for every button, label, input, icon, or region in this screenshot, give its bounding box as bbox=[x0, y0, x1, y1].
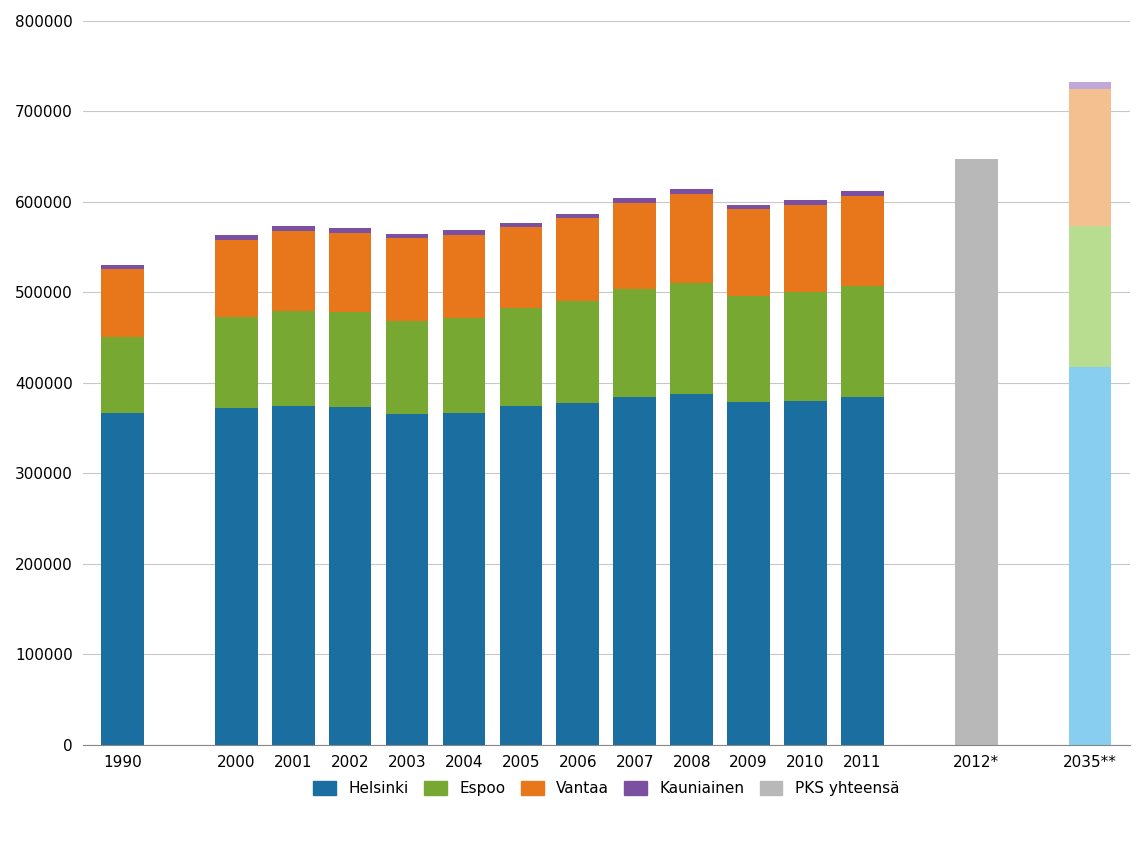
Bar bbox=[842, 397, 884, 745]
Bar bbox=[329, 313, 371, 408]
Bar bbox=[271, 312, 315, 405]
Bar bbox=[1068, 81, 1112, 89]
Bar bbox=[101, 265, 144, 269]
Bar bbox=[101, 337, 144, 413]
Bar bbox=[614, 199, 656, 203]
Bar bbox=[784, 293, 827, 401]
Bar bbox=[727, 205, 769, 209]
Bar bbox=[727, 402, 769, 745]
Bar bbox=[215, 236, 258, 240]
Bar bbox=[329, 228, 371, 232]
Bar bbox=[556, 403, 599, 745]
Bar bbox=[443, 413, 485, 745]
Bar bbox=[499, 223, 543, 227]
Bar bbox=[556, 219, 599, 301]
Bar bbox=[955, 159, 997, 745]
Bar bbox=[443, 318, 485, 413]
Bar bbox=[1068, 226, 1112, 366]
Bar bbox=[1068, 366, 1112, 745]
Bar bbox=[614, 203, 656, 289]
Bar bbox=[443, 230, 485, 234]
Bar bbox=[215, 240, 258, 317]
Bar bbox=[386, 238, 428, 321]
Bar bbox=[670, 189, 713, 194]
Bar bbox=[727, 296, 769, 402]
Bar bbox=[443, 234, 485, 318]
Bar bbox=[386, 321, 428, 414]
Bar bbox=[386, 233, 428, 238]
Bar bbox=[499, 308, 543, 405]
Bar bbox=[1068, 89, 1112, 226]
Bar bbox=[101, 269, 144, 337]
Bar bbox=[784, 205, 827, 293]
Bar bbox=[101, 413, 144, 745]
Bar bbox=[670, 194, 713, 283]
Bar bbox=[784, 401, 827, 745]
Bar bbox=[727, 209, 769, 296]
Bar bbox=[329, 232, 371, 313]
Bar bbox=[215, 317, 258, 409]
Bar bbox=[271, 405, 315, 745]
Bar bbox=[499, 405, 543, 745]
Bar bbox=[556, 301, 599, 403]
Bar bbox=[556, 213, 599, 219]
Bar bbox=[842, 191, 884, 195]
Bar bbox=[386, 414, 428, 745]
Bar bbox=[499, 227, 543, 308]
Bar bbox=[271, 231, 315, 312]
Legend: Helsinki, Espoo, Vantaa, Kauniainen, PKS yhteensä: Helsinki, Espoo, Vantaa, Kauniainen, PKS… bbox=[307, 775, 906, 803]
Bar bbox=[614, 289, 656, 397]
Bar bbox=[842, 286, 884, 397]
Bar bbox=[329, 408, 371, 745]
Bar bbox=[271, 226, 315, 231]
Bar bbox=[784, 200, 827, 205]
Bar bbox=[215, 409, 258, 745]
Bar bbox=[670, 283, 713, 394]
Bar bbox=[614, 397, 656, 745]
Bar bbox=[670, 394, 713, 745]
Bar bbox=[842, 195, 884, 286]
